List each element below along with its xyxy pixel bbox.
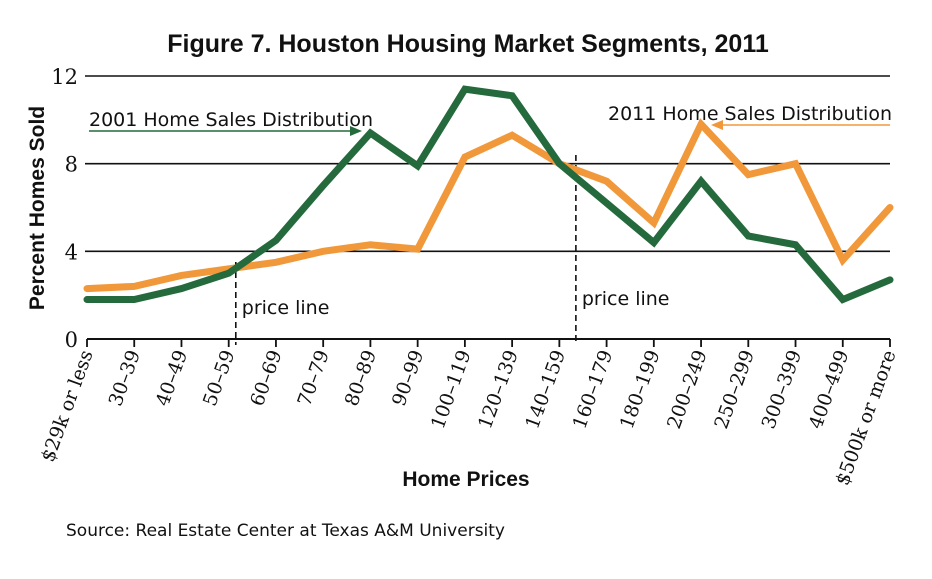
x-axis-title: Home Prices xyxy=(402,468,529,491)
arrow-head-2001 xyxy=(350,126,362,136)
x-tick-label: 300–399 xyxy=(757,347,806,432)
source-note: Source: Real Estate Center at Texas A&M … xyxy=(66,521,505,541)
series-line-2001 xyxy=(83,85,894,304)
x-tick-label: 180–199 xyxy=(616,347,665,432)
x-tick-label: 160–179 xyxy=(569,347,618,432)
series-line-2011 xyxy=(83,118,894,293)
x-tick-label: 40–49 xyxy=(152,347,192,409)
x-tick-label: 100–119 xyxy=(427,347,476,432)
y-tick-label: 12 xyxy=(51,65,78,89)
series-label-2001: 2001 Home Sales Distribution xyxy=(89,109,373,131)
chart-title: Figure 7. Houston Housing Market Segment… xyxy=(167,30,769,58)
grid xyxy=(85,75,890,253)
price-lines: price line price line xyxy=(234,155,670,345)
x-tick-label: 80–89 xyxy=(341,347,381,409)
x-tick-label: 120–139 xyxy=(474,347,523,432)
arrow-head-2011 xyxy=(711,120,723,130)
x-tick-label: $29k or less xyxy=(37,347,98,465)
x-tick-label: 250–299 xyxy=(710,347,759,432)
annotations: 2001 Home Sales Distribution 2011 Home Sa… xyxy=(89,103,892,136)
y-axis: 0 4 8 12 xyxy=(51,65,78,352)
y-tick-label: 4 xyxy=(65,240,78,264)
x-tick-label: 30–39 xyxy=(104,347,144,409)
x-tick-label: 200–249 xyxy=(663,347,712,432)
y-tick-label: 8 xyxy=(65,153,78,177)
series-label-2011: 2011 Home Sales Distribution xyxy=(608,103,892,125)
x-tick-label: 60–69 xyxy=(246,347,286,409)
x-tick-label: 90–99 xyxy=(388,347,428,409)
series-group xyxy=(83,85,894,304)
x-tick-label: 140–159 xyxy=(521,347,570,432)
x-tick-label: 70–79 xyxy=(293,347,333,409)
x-tick-label: 400–499 xyxy=(805,347,854,432)
price-line-label: price line xyxy=(242,297,330,319)
y-tick-label: 0 xyxy=(65,328,78,352)
price-line-label: price line xyxy=(582,288,670,310)
y-axis-title: Percent Homes Sold xyxy=(26,106,49,310)
x-tick-label: 50–59 xyxy=(199,347,239,409)
x-axis: $29k or less 30–39 40–49 50–59 60–69 70–79 80–… xyxy=(37,338,901,488)
